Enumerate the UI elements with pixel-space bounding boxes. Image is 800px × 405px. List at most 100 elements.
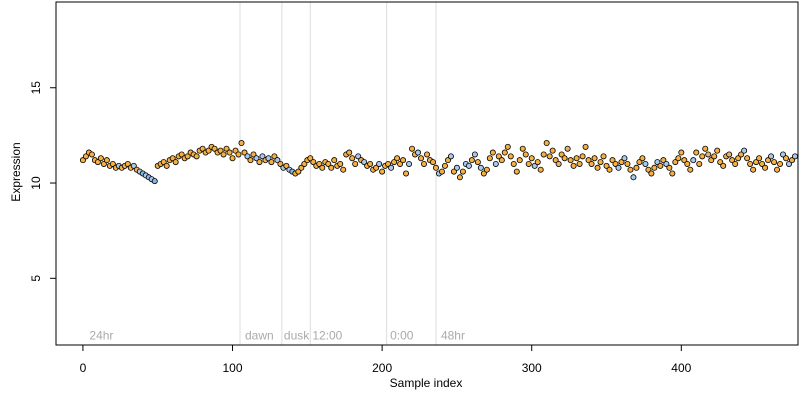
data-point <box>178 151 185 158</box>
data-point <box>777 160 784 167</box>
data-point <box>702 145 709 152</box>
data-point <box>151 178 158 185</box>
data-point <box>699 153 706 160</box>
data-point <box>519 145 526 152</box>
data-point <box>597 159 604 166</box>
data-point <box>406 160 413 167</box>
data-point <box>418 155 425 162</box>
data-point <box>792 153 799 160</box>
data-point <box>789 157 796 164</box>
data-point <box>247 157 254 164</box>
data-point <box>295 168 302 175</box>
data-point <box>250 151 257 158</box>
data-point <box>238 140 245 147</box>
data-point <box>471 151 478 158</box>
data-point <box>501 149 508 156</box>
data-point <box>160 159 167 166</box>
data-point <box>624 160 631 167</box>
data-point <box>645 166 652 173</box>
data-point <box>103 157 110 164</box>
data-point <box>474 159 481 166</box>
data-point <box>172 159 179 166</box>
data-point <box>573 155 580 162</box>
data-point <box>585 157 592 164</box>
data-point <box>576 160 583 167</box>
data-point <box>783 155 790 162</box>
data-point <box>477 164 484 171</box>
y-tick-label: 5 <box>29 275 43 282</box>
data-point <box>510 160 517 167</box>
x-tick-label: 0 <box>80 361 87 375</box>
data-point <box>199 145 206 152</box>
data-point <box>325 160 332 167</box>
data-point <box>534 159 541 166</box>
data-point <box>253 155 260 162</box>
data-point <box>660 157 667 164</box>
data-point <box>765 157 772 164</box>
data-point <box>94 159 101 166</box>
data-point <box>256 159 263 166</box>
data-point <box>483 166 490 173</box>
data-point <box>492 160 499 167</box>
annotation-label: dawn <box>245 328 274 342</box>
data-point <box>441 162 448 169</box>
data-point <box>217 147 224 154</box>
data-point <box>229 155 236 162</box>
data-point <box>669 170 676 177</box>
data-point <box>403 170 410 177</box>
data-point <box>400 157 407 164</box>
data-point <box>495 153 502 160</box>
data-point <box>570 162 577 169</box>
data-point <box>355 153 362 160</box>
annotation-label: 12:00 <box>312 328 342 342</box>
data-point <box>687 166 694 173</box>
data-point <box>450 168 457 175</box>
data-point <box>732 160 739 167</box>
x-tick-label: 200 <box>372 361 392 375</box>
data-point <box>558 151 565 158</box>
data-point <box>693 149 700 156</box>
data-point <box>675 155 682 162</box>
y-tick-label: 15 <box>29 81 43 95</box>
data-point <box>235 151 242 158</box>
data-point <box>453 164 460 171</box>
data-point <box>97 155 104 162</box>
annotation-label: 0:00 <box>390 328 414 342</box>
data-point <box>310 159 317 166</box>
data-point <box>678 149 685 156</box>
data-point <box>594 164 601 171</box>
data-point <box>579 153 586 160</box>
data-point <box>666 164 673 171</box>
data-point <box>465 162 472 169</box>
data-point <box>768 153 775 160</box>
data-point <box>432 164 439 171</box>
data-point <box>459 168 466 175</box>
data-point <box>109 160 116 167</box>
data-point <box>226 149 233 156</box>
data-point <box>277 160 284 167</box>
data-point <box>301 160 308 167</box>
annotations: 24hr dawn dusk 12:00 0:00 48hr <box>89 328 465 342</box>
x-tick-label: 400 <box>671 361 691 375</box>
data-point <box>337 160 344 167</box>
data-point <box>271 153 278 160</box>
data-point <box>397 160 404 167</box>
data-point <box>244 153 251 160</box>
data-point <box>684 160 691 167</box>
data-point <box>328 164 335 171</box>
data-point <box>651 164 658 171</box>
data-point <box>771 159 778 166</box>
data-point <box>672 159 679 166</box>
data-point <box>612 160 619 167</box>
data-point <box>735 155 742 162</box>
data-point <box>211 145 218 152</box>
x-tick-label: 100 <box>223 361 243 375</box>
data-point <box>606 166 613 173</box>
data-point <box>525 160 532 167</box>
data-point <box>549 147 556 154</box>
data-point <box>555 160 562 167</box>
data-point <box>220 151 227 158</box>
data-point <box>241 149 248 156</box>
data-point <box>498 157 505 164</box>
